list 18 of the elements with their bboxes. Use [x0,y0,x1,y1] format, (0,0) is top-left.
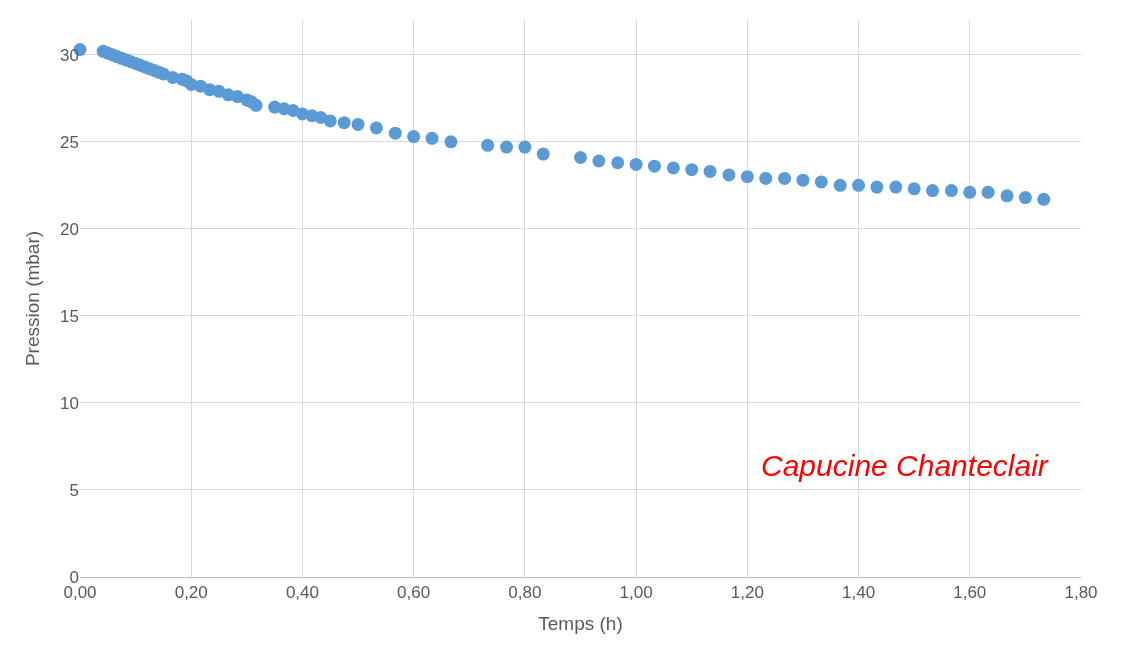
x-tick-label: 0,20 [174,583,208,603]
x-tick-label: 0,60 [397,583,431,603]
x-axis-title: Temps (h) [538,613,623,635]
x-tick-label: 0,40 [285,583,319,603]
x-tick-label: 1,80 [1064,583,1098,603]
y-tick-label: 20 [60,219,79,239]
y-tick-label: 15 [60,306,79,326]
annotation: Capucine Chanteclair [761,449,1049,482]
y-tick-label: 10 [60,393,79,413]
y-tick-label: 30 [60,45,79,65]
x-tick-label: 1,60 [953,583,987,603]
x-tick-label: 0,80 [508,583,542,603]
x-tick-label: 1,00 [619,583,653,603]
x-tick-label: 1,40 [842,583,876,603]
y-axis-title: Pression (mbar) [21,230,43,367]
y-tick-label: 25 [60,132,79,152]
x-tick-label: 1,20 [730,583,764,603]
y-tick-label: 5 [69,480,79,500]
